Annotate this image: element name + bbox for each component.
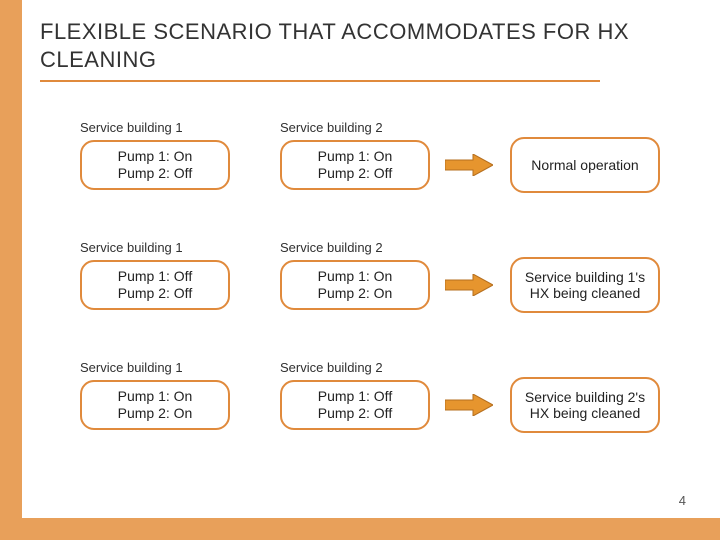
col-label-sb1: Service building 1 [80,120,183,135]
pump-state-box: Pump 1: OnPump 2: Off [80,140,230,190]
pump-line: Pump 1: On [318,268,393,286]
slide-number: 4 [679,493,686,508]
col-label-sb1: Service building 1 [80,360,183,375]
pump-line: Pump 2: Off [118,285,192,303]
col-label-sb2: Service building 2 [280,120,383,135]
pump-line: Pump 2: Off [118,165,192,183]
pump-line: Pump 1: On [318,148,393,166]
pump-line: Pump 2: Off [318,405,392,423]
pump-line: Pump 1: Off [318,388,392,406]
col-label-sb1: Service building 1 [80,240,183,255]
arrow-right-icon [445,274,493,296]
scenario-description: Normal operation [510,137,660,193]
slide-border-bottom [0,518,720,540]
pump-state-box: Pump 1: OnPump 2: On [280,260,430,310]
pump-line: Pump 2: Off [318,165,392,183]
slide-title: FLEXIBLE SCENARIO THAT ACCOMMODATES FOR … [40,18,690,73]
pump-line: Pump 2: On [318,285,393,303]
pump-state-box: Pump 1: OffPump 2: Off [280,380,430,430]
pump-state-box: Pump 1: OnPump 2: On [80,380,230,430]
arrow-right-icon [445,154,493,176]
slide-border-left [0,0,22,540]
scenario-description: Service building 1's HX being cleaned [510,257,660,313]
pump-line: Pump 2: On [118,405,193,423]
scenario-description: Service building 2's HX being cleaned [510,377,660,433]
col-label-sb2: Service building 2 [280,360,383,375]
pump-state-box: Pump 1: OnPump 2: Off [280,140,430,190]
pump-state-box: Pump 1: OffPump 2: Off [80,260,230,310]
pump-line: Pump 1: Off [118,268,192,286]
col-label-sb2: Service building 2 [280,240,383,255]
arrow-right-icon [445,394,493,416]
pump-line: Pump 1: On [118,388,193,406]
pump-line: Pump 1: On [118,148,193,166]
title-underline [40,80,600,82]
